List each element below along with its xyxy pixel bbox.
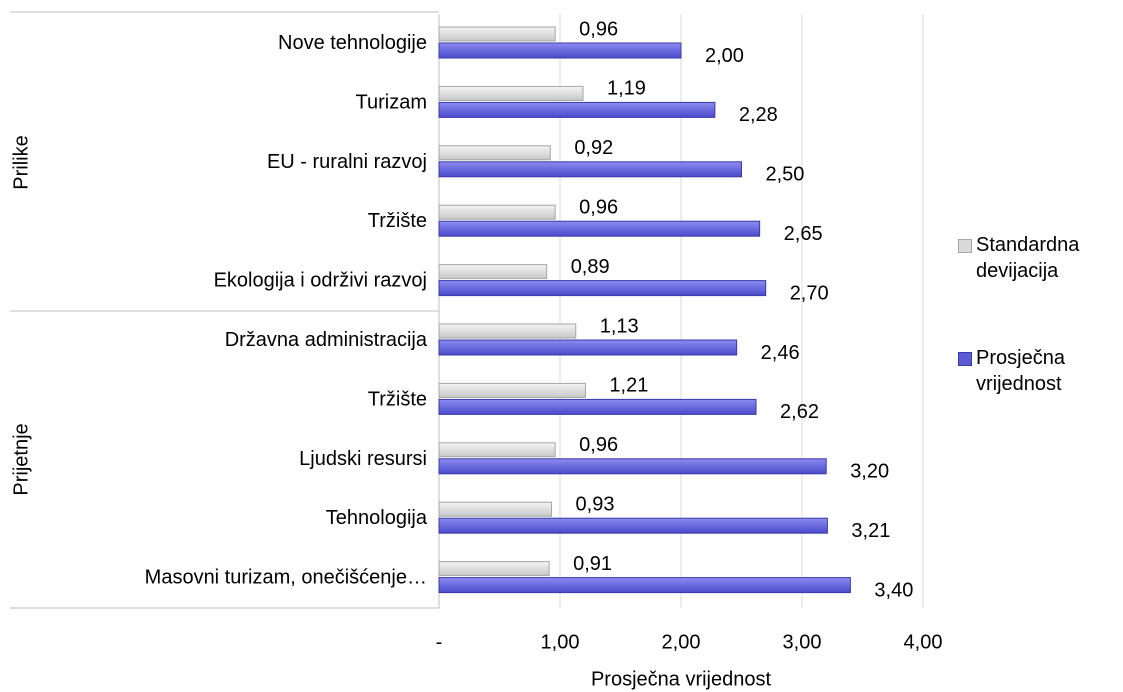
legend-label: Standardna devijacija bbox=[976, 234, 1080, 282]
x-tick-label: 2,00 bbox=[662, 631, 701, 653]
bar bbox=[438, 458, 827, 475]
bar bbox=[438, 577, 851, 594]
data-label: 1,13 bbox=[600, 315, 639, 337]
y-tick-label: Državna administracija bbox=[225, 329, 428, 351]
y-tick-label: Tržište bbox=[368, 210, 427, 232]
data-label: 2,62 bbox=[780, 401, 819, 423]
data-label: 0,93 bbox=[576, 493, 615, 515]
legend-swatch bbox=[958, 352, 972, 366]
bar bbox=[438, 382, 586, 398]
data-label: 2,00 bbox=[705, 45, 744, 67]
data-label: 2,65 bbox=[784, 223, 823, 245]
x-tick-label: 3,00 bbox=[783, 631, 822, 653]
data-label: 2,46 bbox=[761, 342, 800, 364]
y-tick-label: Nove tehnologije bbox=[278, 32, 427, 54]
data-label: 2,70 bbox=[790, 282, 829, 304]
y-tick-label: Ljudski resursi bbox=[299, 448, 427, 470]
y-tick-label: Turizam bbox=[356, 91, 427, 113]
legend-item: Standardna devijacija bbox=[958, 232, 1118, 284]
bar bbox=[438, 26, 556, 42]
data-label: 0,92 bbox=[574, 137, 613, 159]
y-tick-label: EU - ruralni razvoj bbox=[267, 151, 427, 173]
bar bbox=[438, 561, 550, 577]
data-label: 0,96 bbox=[579, 434, 618, 456]
group-label: Prilike bbox=[10, 135, 32, 189]
data-label: 2,28 bbox=[739, 104, 778, 126]
x-tick-label: 1,00 bbox=[541, 631, 580, 653]
data-label: 2,50 bbox=[766, 164, 805, 186]
bar bbox=[438, 42, 682, 59]
legend-swatch bbox=[958, 239, 972, 253]
data-label: 1,19 bbox=[607, 78, 646, 100]
bar bbox=[438, 101, 716, 118]
y-tick-label: Ekologija i održivi razvoj bbox=[214, 270, 427, 292]
bar bbox=[438, 501, 553, 517]
y-tick-label: Tehnologija bbox=[326, 507, 428, 529]
bar bbox=[438, 204, 556, 220]
bar bbox=[438, 517, 828, 534]
data-label: 0,96 bbox=[579, 18, 618, 40]
x-tick-label: - bbox=[436, 631, 443, 653]
y-tick-label: Masovni turizam, onečišćenje… bbox=[145, 567, 427, 589]
bar bbox=[438, 161, 742, 178]
legend-item: Prosječna vrijednost bbox=[958, 345, 1118, 397]
bar bbox=[438, 339, 738, 356]
bar bbox=[438, 264, 548, 280]
bar bbox=[438, 85, 584, 101]
group-label: Prijetnje bbox=[10, 423, 32, 495]
bar bbox=[438, 220, 761, 237]
data-label: 0,96 bbox=[579, 196, 618, 218]
y-tick-label: Tržište bbox=[368, 388, 427, 410]
data-label: 3,21 bbox=[851, 520, 890, 542]
data-label: 3,20 bbox=[850, 461, 889, 483]
bar bbox=[438, 442, 556, 458]
x-axis-title: Prosječna vrijednost bbox=[591, 668, 772, 690]
legend-label: Prosječna vrijednost bbox=[976, 347, 1065, 395]
data-label: 0,91 bbox=[573, 553, 612, 575]
data-label: 1,21 bbox=[609, 375, 648, 397]
data-label: 0,89 bbox=[571, 256, 610, 278]
bar bbox=[438, 145, 551, 161]
data-label: 3,40 bbox=[874, 579, 913, 601]
bar bbox=[438, 323, 577, 339]
bar bbox=[438, 398, 757, 415]
bar bbox=[438, 280, 767, 297]
x-tick-label: 4,00 bbox=[904, 631, 943, 653]
